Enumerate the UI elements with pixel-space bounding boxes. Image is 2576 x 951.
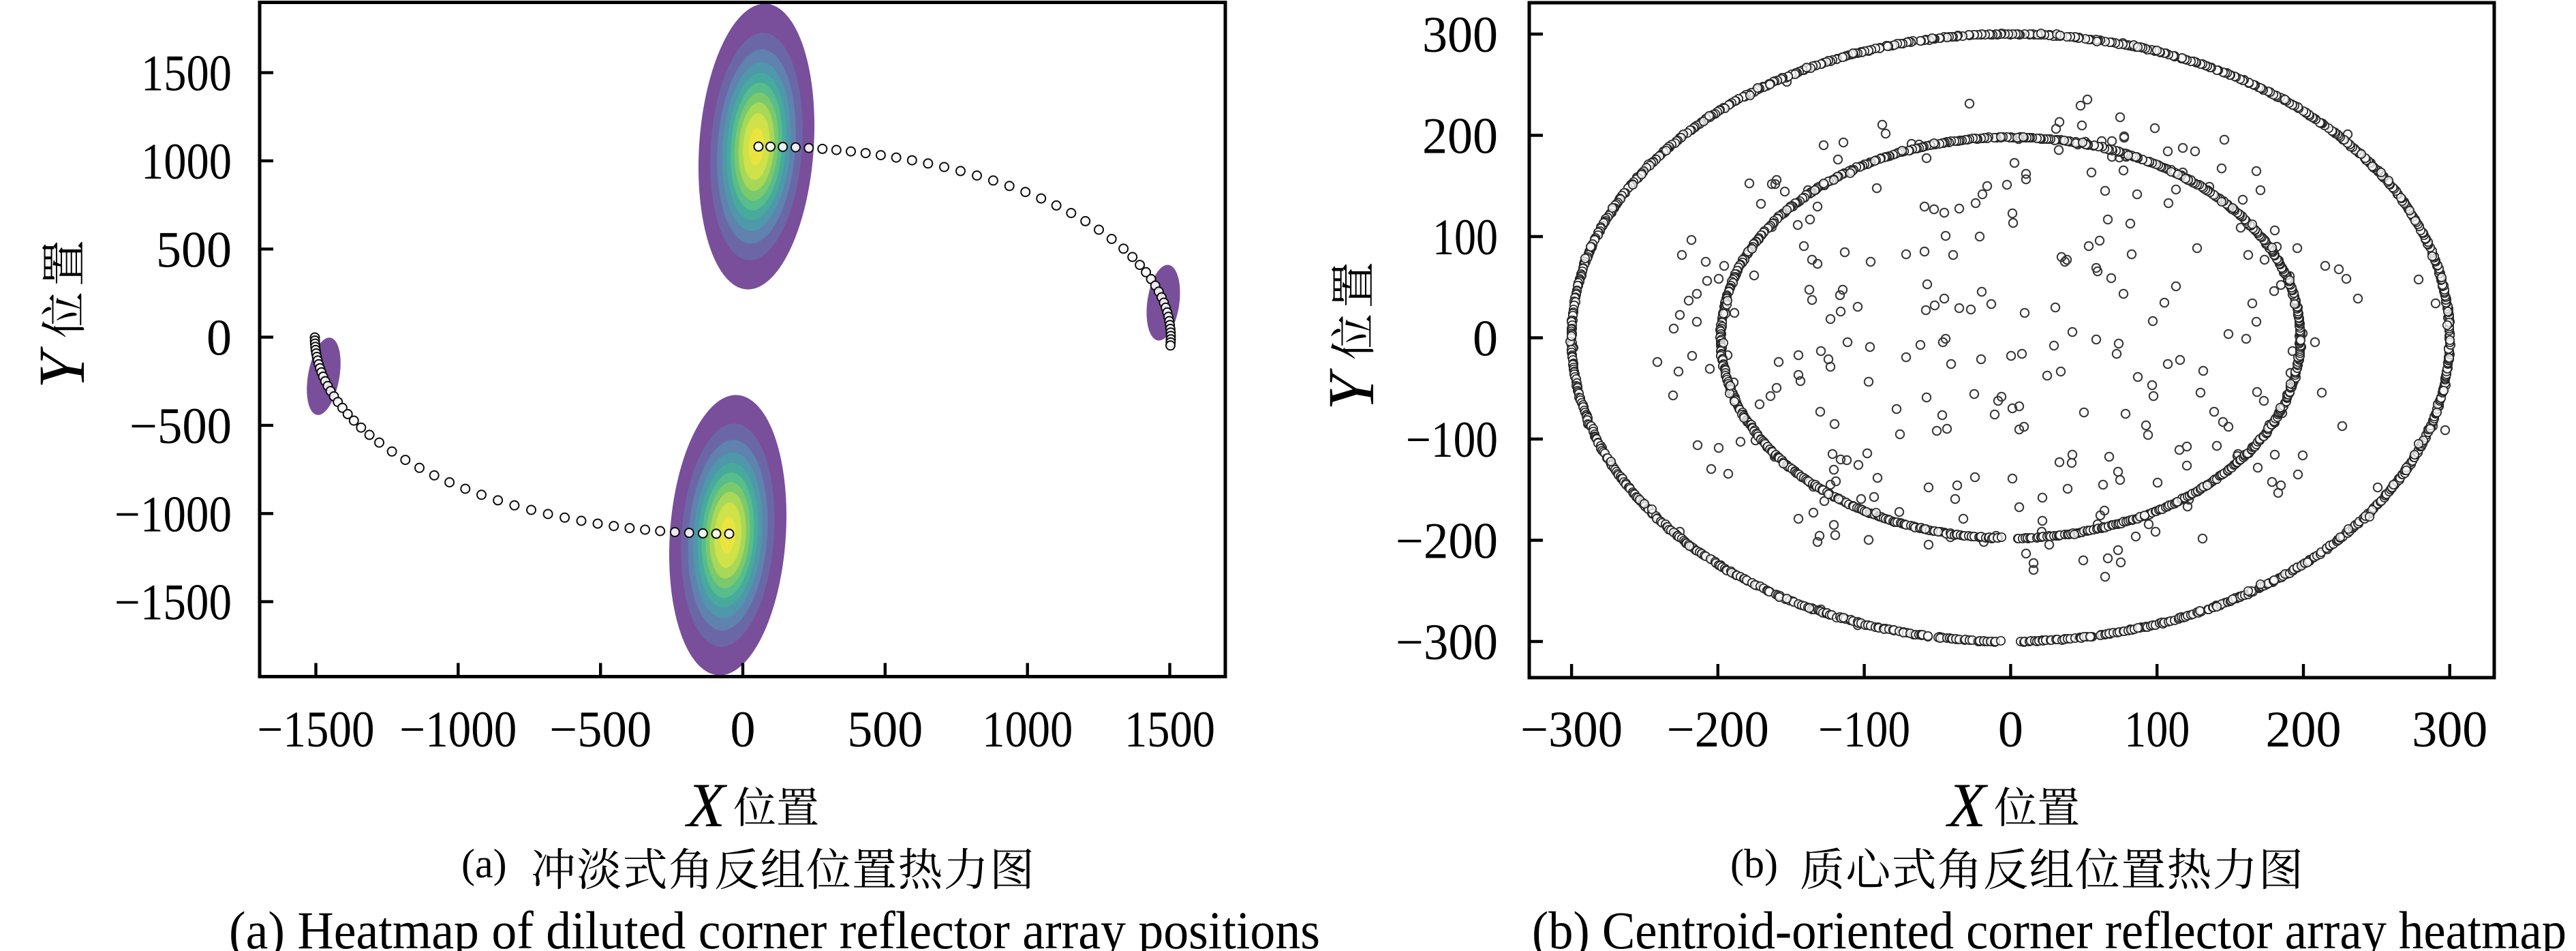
svg-text:200: 200	[2266, 701, 2342, 758]
svg-text:300: 300	[2412, 701, 2487, 758]
svg-text:−100: −100	[1406, 412, 1498, 468]
svg-text:X: X	[1945, 770, 1989, 840]
svg-text:100: 100	[2124, 701, 2190, 758]
svg-text:(b): (b)	[1730, 841, 1778, 886]
svg-text:(b) Centroid-oriented corner r: (b) Centroid-oriented corner reflector a…	[1532, 901, 2566, 951]
svg-text:0: 0	[1998, 701, 2023, 758]
svg-text:−100: −100	[1818, 701, 1910, 758]
svg-text:−1000: −1000	[399, 701, 517, 758]
svg-text:200: 200	[1422, 108, 1498, 165]
svg-text:(a): (a)	[461, 841, 507, 886]
svg-text:0: 0	[206, 310, 232, 367]
svg-text:0: 0	[731, 701, 756, 758]
svg-text:Y: Y	[25, 346, 98, 389]
svg-text:−200: −200	[1396, 513, 1498, 570]
svg-text:1500: 1500	[141, 46, 232, 102]
svg-text:500: 500	[156, 222, 232, 278]
svg-text:(a) Heatmap of diluted corner: (a) Heatmap of diluted corner reflector …	[229, 901, 1320, 951]
svg-text:X: X	[684, 770, 728, 840]
svg-text:0: 0	[1473, 311, 1498, 367]
svg-text:−500: −500	[549, 701, 651, 758]
svg-text:−200: −200	[1667, 701, 1769, 758]
svg-text:1000: 1000	[141, 134, 232, 190]
svg-text:−1500: −1500	[114, 575, 232, 631]
svg-text:−1500: −1500	[258, 701, 375, 758]
svg-text:−1000: −1000	[114, 486, 232, 543]
svg-text:−500: −500	[129, 398, 232, 455]
svg-text:1500: 1500	[1124, 701, 1215, 758]
svg-text:300: 300	[1422, 7, 1498, 63]
svg-text:100: 100	[1432, 209, 1498, 266]
svg-text:Y: Y	[1315, 368, 1387, 410]
svg-text:500: 500	[847, 701, 923, 758]
svg-text:−300: −300	[1396, 614, 1498, 671]
svg-text:1000: 1000	[982, 701, 1073, 758]
svg-text:−300: −300	[1520, 701, 1623, 758]
